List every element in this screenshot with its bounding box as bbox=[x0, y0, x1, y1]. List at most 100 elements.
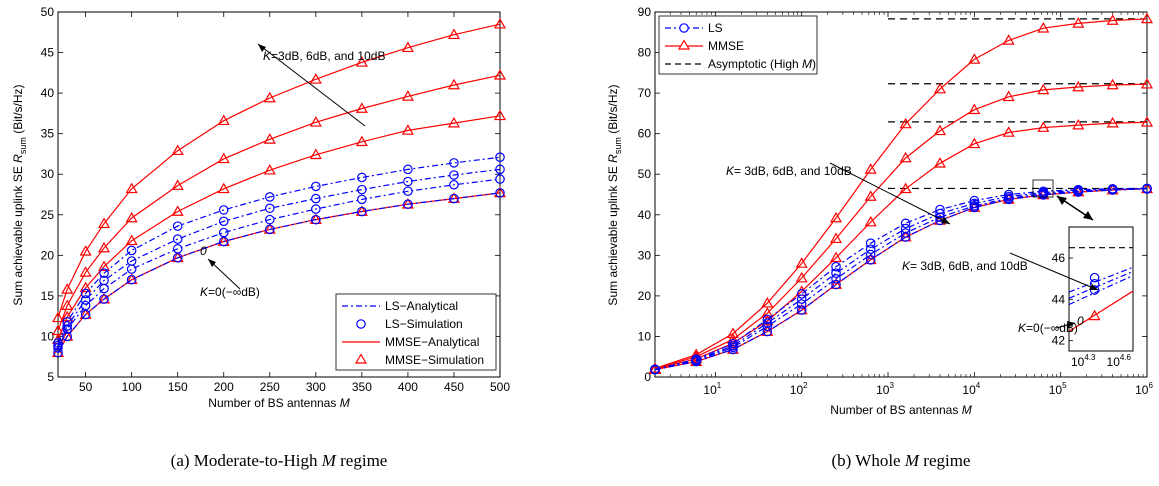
chart-a-xtick-label: 100 bbox=[122, 380, 142, 394]
chart-a-series-mmse-1-line bbox=[57, 74, 501, 332]
chart-b-series-mmse-1-point bbox=[829, 232, 843, 244]
chart-a-series-ls-6-point bbox=[311, 204, 321, 214]
chart-b-inset-curve bbox=[1068, 290, 1134, 332]
chart-a-series-ls-4-point bbox=[403, 164, 413, 175]
chart-a-legend-ls-simulation-swatch bbox=[356, 319, 366, 329]
chart-b: 0 10 20 30 40 50 60 70 80 90 101 102 103 104 105 106 42… bbox=[606, 5, 1153, 470]
chart-b-series-ls-7-point bbox=[1142, 184, 1152, 194]
chart-b-inset-xtick-label: 104.3 bbox=[1071, 353, 1096, 369]
chart-b-inset-curve bbox=[1068, 275, 1134, 306]
chart-a-series-mmse-1-point bbox=[401, 90, 414, 101]
chart-a-series-mmse-0-point bbox=[263, 91, 276, 103]
chart-b-series-mmse-1-point bbox=[1037, 83, 1050, 95]
chart-a-series-mmse-0-point bbox=[79, 245, 92, 256]
chart-a-annotation-arrowhead-k0 bbox=[208, 259, 216, 267]
chart-b-inset-ytick-label: 46 bbox=[1052, 251, 1066, 265]
chart-b-series-mmse-0-point bbox=[1037, 22, 1050, 33]
chart-a-series-mmse-0-point bbox=[401, 41, 414, 53]
chart-b-series-ls-6-point bbox=[831, 274, 841, 284]
chart-b-series-mmse-2-point bbox=[1002, 126, 1015, 137]
chart-a-series-mmse-2-point bbox=[447, 116, 460, 128]
chart-a-series-ls-5-point bbox=[53, 340, 63, 351]
chart-b-series-mmse-0-point bbox=[864, 163, 877, 174]
chart-a-series-mmse-0-point bbox=[493, 17, 507, 29]
chart-b-series-mmse-1-point bbox=[864, 190, 877, 201]
chart-a-ytick-label: 40 bbox=[41, 86, 55, 100]
chart-a-series-mmse-1-point bbox=[98, 241, 111, 253]
chart-a-series-mmse-1-point bbox=[309, 116, 322, 127]
chart-b-xtick-label: 101 bbox=[703, 381, 721, 397]
chart-b-series-ls-7-point bbox=[1107, 185, 1118, 195]
chart-b-series-mmse-1-point bbox=[1002, 90, 1015, 102]
chart-b-series-mmse-0-point bbox=[1072, 17, 1085, 28]
chart-a-series-mmse-2-point bbox=[493, 109, 507, 121]
chart-a-series-mmse-1-point bbox=[125, 211, 138, 223]
chart-b-series-mmse-2-line bbox=[654, 121, 1148, 370]
chart-b-legend-ls-marker bbox=[679, 23, 689, 33]
chart-a-xtick-label: 350 bbox=[352, 380, 372, 394]
chart-a-series-ls-6-point bbox=[357, 194, 367, 205]
chart-b-series-mmse-1-point bbox=[1140, 77, 1154, 89]
chart-b-inset-ytick-label: 44 bbox=[1052, 292, 1066, 306]
chart-a-legend-mmse-simulation: MMSE−Simulation bbox=[385, 353, 484, 367]
chart-b-xtick-label: 106 bbox=[1135, 381, 1153, 397]
chart-b-series-mmse-2-point bbox=[761, 314, 774, 326]
chart-a-series-ls-7-point bbox=[126, 274, 137, 285]
chart-b-legend-ls: LS bbox=[708, 21, 723, 35]
chart-a-series-mmse-2-point bbox=[355, 135, 368, 147]
chart-b-series-mmse-2-point bbox=[1037, 121, 1050, 132]
chart-b-inset-point bbox=[1089, 285, 1100, 295]
chart-b-inset-curve bbox=[1068, 266, 1134, 293]
chart-b-series-ls-6-point bbox=[796, 299, 807, 309]
chart-a-series-mmse-1-point bbox=[217, 152, 230, 164]
chart-a-series-ls-7-point bbox=[99, 294, 109, 304]
chart-b-series-mmse-1-point bbox=[1072, 80, 1085, 92]
chart-a-ticks: 5 10 15 20 25 30 35 40 45 50 50 100 150 200 250 300 350 4… bbox=[41, 5, 511, 394]
chart-b-inset-point bbox=[1088, 309, 1101, 321]
chart-b-series-mmse-1-point bbox=[795, 271, 808, 283]
chart-b-xtick-label: 103 bbox=[876, 381, 894, 397]
chart-b-zoom-arrowhead-b bbox=[1083, 211, 1093, 220]
chart-a-series-mmse-0-point bbox=[171, 144, 184, 156]
chart-a-series-ls-4-point bbox=[264, 192, 275, 202]
chart-a-legend-ls-analytical: LS−Analytical bbox=[385, 299, 458, 313]
chart-a-series-ls-4-point bbox=[62, 317, 73, 327]
chart-b-series-ls-7-point bbox=[865, 254, 876, 265]
chart-b-series-mmse-0-point bbox=[968, 53, 981, 64]
chart-a-series-mmse-1-point bbox=[447, 78, 460, 90]
chart-a-series-ls-5-point bbox=[264, 203, 275, 214]
chart-b-series-ls-4-point bbox=[865, 238, 876, 248]
chart-a-ytick-label: 20 bbox=[41, 248, 55, 262]
chart-b-series-ls-5-point bbox=[796, 294, 807, 304]
chart-a-series-mmse-1-point bbox=[355, 102, 368, 113]
chart-b-series-mmse-0-line bbox=[654, 18, 1148, 370]
chart-b-series-ls-7-point bbox=[796, 305, 807, 315]
chart-a-series-ls-7-point bbox=[218, 236, 229, 247]
chart-a-series-mmse-2-point bbox=[401, 124, 414, 135]
chart-b-series-ls-7-point bbox=[1003, 194, 1014, 205]
chart-a-series-ls-6-point bbox=[495, 174, 505, 184]
chart-a-series-ls-4-point bbox=[357, 172, 367, 183]
chart-b-ytick-label: 90 bbox=[638, 5, 652, 19]
chart-b-ytick-label: 60 bbox=[638, 127, 652, 141]
chart-b-ytick-label: 10 bbox=[638, 329, 652, 343]
chart-a-series-ls-6-point bbox=[62, 324, 73, 334]
chart-a-ytick-label: 10 bbox=[41, 329, 55, 343]
chart-b-series-mmse-2-point bbox=[899, 182, 912, 194]
chart-b-series-mmse-2-point bbox=[864, 215, 877, 227]
chart-b-series-mmse-0-point bbox=[1140, 12, 1154, 24]
chart-a-series-mmse-1-point bbox=[171, 179, 184, 190]
chart-b-series-mmse-0-point bbox=[1002, 34, 1015, 45]
chart-b-series-mmse-2-point bbox=[968, 137, 981, 149]
chart-a-series-ls-7-point bbox=[80, 309, 91, 320]
chart-a-series-mmse-0-line bbox=[57, 23, 501, 318]
chart-b-series-ls-6-point bbox=[900, 228, 911, 238]
chart-a-series-ls-7-line bbox=[57, 192, 501, 353]
chart-a-series-ls-4-point bbox=[80, 288, 91, 299]
chart-a-series-ls-5-point bbox=[403, 176, 413, 187]
chart-a-series bbox=[51, 17, 507, 358]
chart-a-series-mmse-0-point bbox=[309, 73, 322, 84]
chart-a-xtick-label: 250 bbox=[260, 380, 280, 394]
chart-b-zoom-arrowhead-a bbox=[1057, 196, 1067, 205]
